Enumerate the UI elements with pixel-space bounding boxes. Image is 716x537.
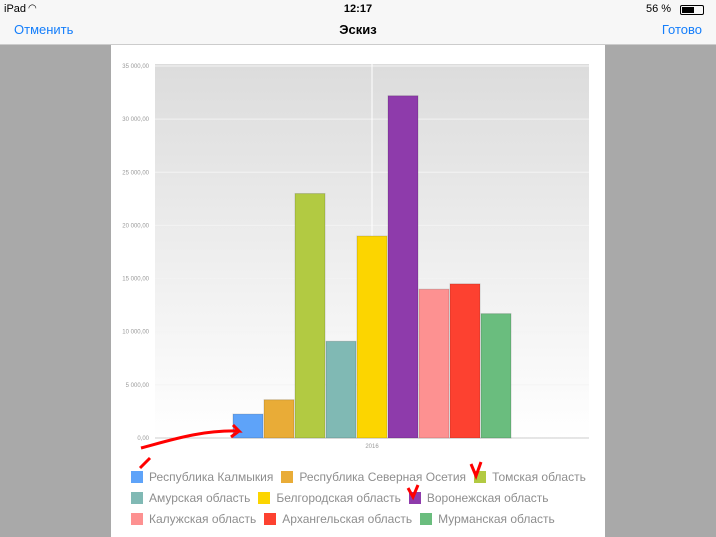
- legend-swatch: [420, 512, 433, 525]
- battery-percent: 56 %: [646, 3, 672, 15]
- status-bar: iPad ◠ 12:17 56 %: [0, 0, 716, 18]
- legend-label: Мурманская область: [438, 511, 555, 526]
- legend-label: Белгородская область: [276, 490, 401, 505]
- legend-swatch: [474, 470, 487, 483]
- legend-swatch: [258, 491, 271, 504]
- legend-item[interactable]: Мурманская область: [420, 512, 555, 526]
- bar-chart: 0,00 5 000,00 10 000,00 15 000,00 20 000,00 2…: [122, 64, 589, 450]
- y-tick-label: 25 000,00: [122, 170, 149, 176]
- legend-swatch: [408, 491, 421, 504]
- legend-row: Калужская область Архангельская область Му…: [131, 508, 601, 529]
- x-tick-label: 2016: [365, 444, 379, 450]
- legend-row: Республика Калмыкия Республика Северная О…: [131, 466, 601, 487]
- y-tick-label: 5 000,00: [126, 383, 150, 389]
- legend-item[interactable]: Калужская область: [131, 512, 256, 526]
- bar-3[interactable]: [325, 340, 357, 439]
- legend-row: Амурская область Белгородская область Воро…: [131, 487, 601, 508]
- bar-2[interactable]: [294, 193, 326, 439]
- legend-item[interactable]: Белгородская область: [258, 490, 401, 505]
- legend-label: Томская область: [492, 469, 586, 484]
- legend-label: Калужская область: [149, 511, 257, 526]
- bar-7[interactable]: [449, 283, 481, 439]
- y-tick-label: 0,00: [137, 436, 149, 442]
- legend-item[interactable]: Архангельская область: [264, 512, 412, 526]
- bar-6[interactable]: [418, 288, 450, 439]
- done-button[interactable]: Готово: [661, 22, 702, 37]
- legend-label: Архангельская область: [282, 511, 413, 526]
- legend-item[interactable]: Республика Калмыкия: [131, 470, 273, 484]
- y-tick-label: 30 000,00: [122, 117, 149, 123]
- legend-swatch: [131, 470, 143, 483]
- nav-bar: Отменить Эскиз Готово: [0, 18, 716, 45]
- bar-5[interactable]: [387, 95, 419, 439]
- legend-item[interactable]: Томская область: [474, 470, 586, 484]
- legend-swatch: [281, 470, 294, 483]
- clock: 12:17: [343, 3, 373, 15]
- legend: Республика Калмыкия Республика Северная О…: [131, 466, 601, 529]
- legend-swatch: [264, 512, 277, 525]
- bar-1[interactable]: [263, 399, 295, 439]
- cancel-button[interactable]: Отменить: [14, 22, 74, 37]
- legend-item[interactable]: Республика Северная Осетия: [281, 470, 466, 484]
- device-label: iPad: [4, 3, 27, 15]
- legend-swatch: [131, 512, 143, 525]
- legend-label: Амурская область: [149, 490, 251, 505]
- wifi-icon: ◠: [28, 3, 37, 14]
- legend-swatch: [131, 491, 143, 504]
- battery-icon: [680, 5, 704, 15]
- page-title: Эскиз: [339, 22, 377, 37]
- bar-4[interactable]: [356, 235, 388, 439]
- y-tick-label: 15 000,00: [122, 277, 149, 283]
- legend-item[interactable]: Воронежская область: [408, 490, 549, 505]
- y-tick-label: 20 000,00: [122, 223, 149, 229]
- legend-label: Республика Северная Осетия: [299, 469, 467, 484]
- y-tick-label: 10 000,00: [122, 330, 149, 336]
- y-tick-label: 35 000,00: [122, 64, 149, 70]
- legend-label: Республика Калмыкия: [149, 469, 274, 484]
- legend-item[interactable]: Амурская область: [131, 491, 250, 505]
- bar-0[interactable]: [232, 413, 264, 439]
- bar-8[interactable]: [480, 313, 512, 439]
- sketch-canvas: 0,00 5 000,00 10 000,00 15 000,00 20 000,00 2…: [111, 45, 605, 537]
- annotation-arrow: [140, 423, 243, 450]
- legend-label: Воронежская область: [426, 490, 549, 505]
